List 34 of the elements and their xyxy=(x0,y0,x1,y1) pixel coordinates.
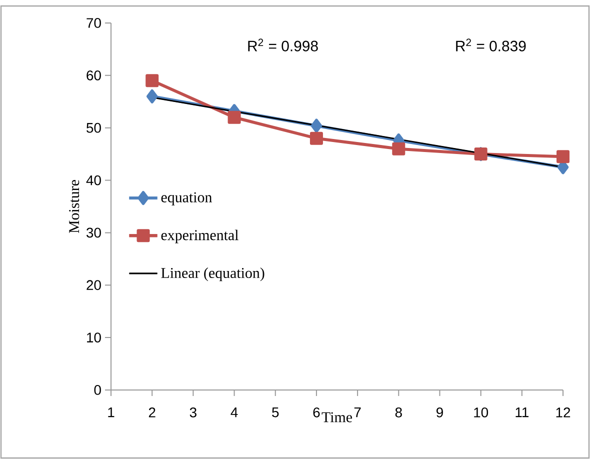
y-tick-label: 20 xyxy=(86,280,101,290)
y-tick-label: 0 xyxy=(94,385,101,395)
legend-label: equation xyxy=(161,192,212,206)
x-tick-label: 4 xyxy=(230,408,238,418)
x-tick-label: 5 xyxy=(272,408,279,418)
x-tick-label: 3 xyxy=(190,407,196,418)
x-tick-label: 9 xyxy=(436,407,443,418)
point xyxy=(392,142,406,156)
y-tick-label: 40 xyxy=(86,175,101,186)
point xyxy=(310,118,322,133)
annotation: R$^{2}$ = 0.998 xyxy=(248,38,318,52)
point xyxy=(556,150,570,164)
point xyxy=(228,110,241,124)
x-tick-label: 2 xyxy=(148,407,156,418)
x-tick-label: 1 xyxy=(108,408,114,418)
point xyxy=(310,132,323,145)
legend-label: experimental xyxy=(161,230,238,244)
x-tick-label: 8 xyxy=(395,407,402,418)
annotation: R$^{2}$ = 0.839 xyxy=(456,38,526,52)
point xyxy=(146,74,159,88)
y-tick-label: 70 xyxy=(86,18,101,28)
y-tick-label: 10 xyxy=(87,332,101,342)
x-tick-label: 7 xyxy=(354,408,361,418)
x-axis-title: Time xyxy=(322,412,352,422)
y-tick-label: 60 xyxy=(86,70,101,80)
legend-label: Linear (equation) xyxy=(161,268,264,282)
x-tick-label: 12 xyxy=(556,407,570,418)
y-tick-label: 30 xyxy=(86,228,101,238)
x-tick-label: 6 xyxy=(313,407,320,418)
y-axis-title: Moisture xyxy=(69,180,80,234)
point xyxy=(146,89,158,104)
x-tick-label: 10 xyxy=(474,407,488,418)
y-tick-label: 50 xyxy=(86,122,101,133)
x-tick-label: 11 xyxy=(516,408,528,418)
